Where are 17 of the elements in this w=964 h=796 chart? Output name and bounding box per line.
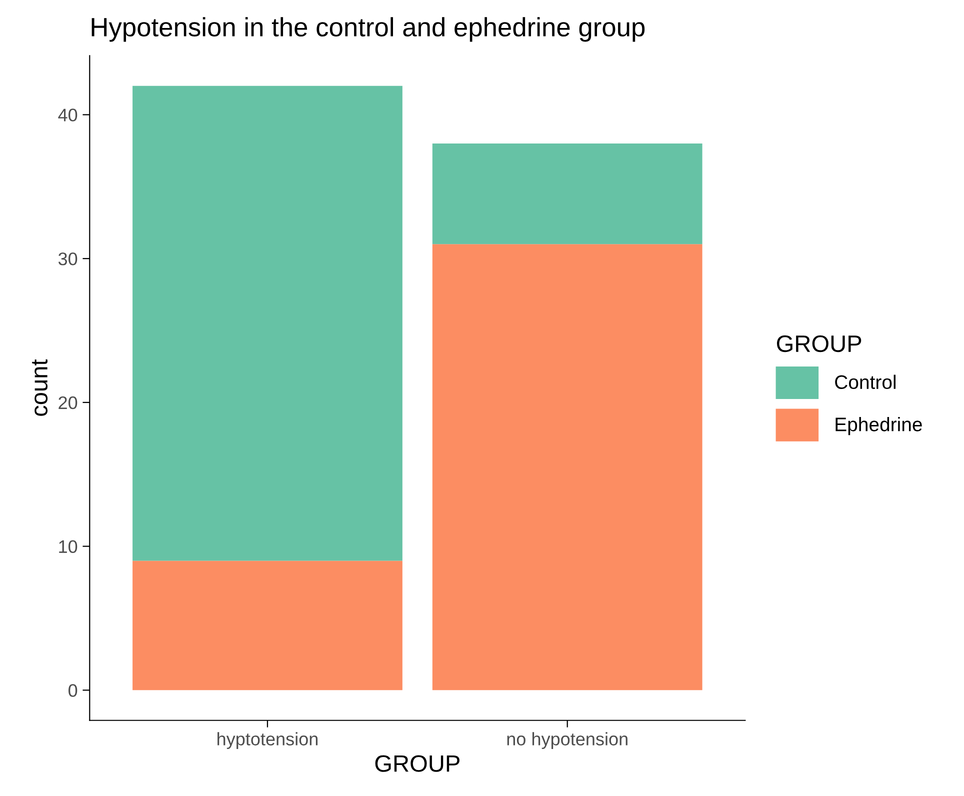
y-axis-title: count bbox=[32, 359, 48, 416]
y-tick-label: 10 bbox=[59, 540, 78, 554]
bar bbox=[132, 86, 402, 561]
bar bbox=[132, 560, 402, 690]
y-tick-label: 20 bbox=[58, 396, 78, 410]
bar bbox=[432, 143, 702, 244]
legend-label: Ephedrine bbox=[836, 417, 922, 436]
y-tick-label: 40 bbox=[58, 108, 78, 122]
chart-title: Hypotension in the control and ephedrine group bbox=[92, 17, 645, 42]
legend-label: Control bbox=[835, 374, 896, 390]
x-axis-title: GROUP bbox=[375, 755, 460, 772]
y-tick-label: 30 bbox=[58, 252, 78, 266]
y-tick-label: 0 bbox=[68, 684, 78, 697]
x-tick-label: no hypotension bbox=[507, 732, 628, 750]
bar bbox=[432, 244, 702, 690]
legend-title: GROUP bbox=[776, 335, 862, 352]
x-tick-label: hyptotension bbox=[218, 732, 318, 750]
